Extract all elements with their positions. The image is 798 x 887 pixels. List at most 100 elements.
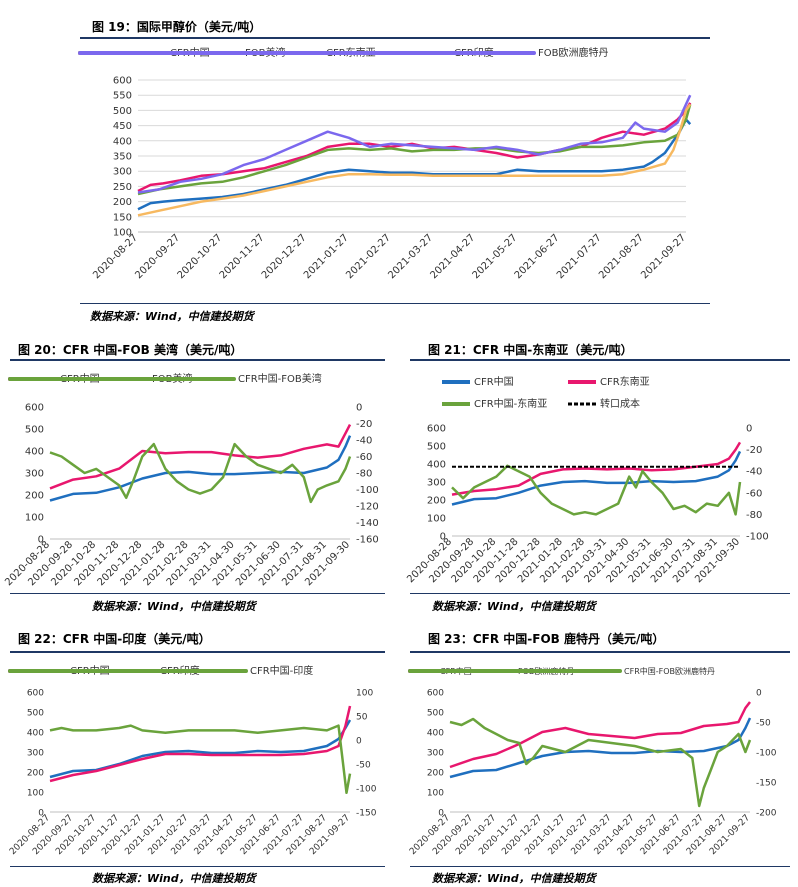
legend-label: CFR中国-FOB欧洲鹿特丹 xyxy=(624,666,715,676)
series-line xyxy=(137,118,692,211)
y-tick-label: 400 xyxy=(427,460,446,471)
y2-tick-label: -100 xyxy=(756,749,777,759)
y-tick-label: 300 xyxy=(27,749,44,759)
chart-21-source: 数据来源：Wind，中信建投期货 xyxy=(432,600,596,613)
y-tick-label: 200 xyxy=(27,769,44,779)
y-tick-label: 350 xyxy=(113,152,132,163)
y-tick-label: 450 xyxy=(113,121,132,132)
y-tick-label: 300 xyxy=(25,469,44,480)
chart-23-bottom-rule xyxy=(410,866,790,867)
chart-22-title: 图 22：CFR 中国-印度（美元/吨） xyxy=(18,632,211,646)
chart-21: 0100200300400500600-100-80-60-40-2002020… xyxy=(405,375,769,585)
chart-20-title: 图 20：CFR 中国-FOB 美湾（美元/吨） xyxy=(18,343,243,357)
y2-tick-label: -80 xyxy=(746,510,762,521)
legend-label: FOB欧洲鹿特丹 xyxy=(538,46,608,59)
y-tick-label: 300 xyxy=(427,749,444,759)
y-tick-label: 400 xyxy=(113,136,132,147)
series-line xyxy=(451,464,742,516)
series-line xyxy=(137,103,692,196)
chart-20-bottom-rule xyxy=(10,593,385,594)
chart-23-source: 数据来源：Wind，中信建投期货 xyxy=(432,872,596,885)
y-tick-label: 0 xyxy=(438,809,444,819)
legend-label: CFR中国 xyxy=(474,375,514,388)
y2-tick-label: -100 xyxy=(746,532,769,543)
series-line xyxy=(49,724,352,795)
legend-label: 转口成本 xyxy=(600,397,640,410)
chart-21-top-rule xyxy=(410,359,790,361)
series-line xyxy=(451,441,742,496)
y-tick-label: 600 xyxy=(113,76,132,87)
y-tick-label: 600 xyxy=(27,689,44,699)
y-tick-label: 100 xyxy=(427,514,446,525)
y-tick-label: 0 xyxy=(38,535,44,546)
y2-tick-label: -60 xyxy=(356,452,372,463)
legend-label: CFR中国-FOB美湾 xyxy=(238,372,322,385)
y2-tick-label: -40 xyxy=(356,436,372,447)
y-tick-label: 100 xyxy=(427,789,444,799)
chart-19-source: 数据来源：Wind，中信建投期货 xyxy=(90,310,254,323)
y-tick-label: 0 xyxy=(38,809,44,819)
chart-19-top-rule xyxy=(80,37,710,39)
y-tick-label: 300 xyxy=(113,167,132,178)
series-line xyxy=(449,717,752,808)
y2-tick-label: 0 xyxy=(356,737,362,747)
y-tick-label: 550 xyxy=(113,91,132,102)
chart-22-top-rule xyxy=(10,651,385,653)
x-tick-label: 2021-09-27 xyxy=(639,232,688,281)
y-tick-label: 200 xyxy=(427,769,444,779)
series-line xyxy=(137,103,692,217)
y2-tick-label: -140 xyxy=(356,518,379,529)
y-tick-label: 150 xyxy=(113,212,132,223)
y2-tick-label: -100 xyxy=(356,785,377,795)
y2-tick-label: -20 xyxy=(356,419,372,430)
y2-tick-label: -40 xyxy=(746,467,762,478)
y-tick-label: 200 xyxy=(113,197,132,208)
chart-19: 1001502002503003504004505005506002020-08… xyxy=(78,46,692,281)
y2-tick-label: 0 xyxy=(746,424,752,435)
series-line xyxy=(449,717,752,779)
y-tick-label: 0 xyxy=(440,532,446,543)
y-tick-label: 100 xyxy=(25,513,44,524)
chart-22: 0100200300400500600-150-100-500501002020… xyxy=(8,664,377,857)
y2-tick-label: -150 xyxy=(356,809,377,819)
y2-tick-label: -60 xyxy=(746,488,762,499)
chart-23-title: 图 23：CFR 中国-FOB 鹿特丹（美元/吨） xyxy=(428,632,665,646)
series-line xyxy=(449,701,751,769)
y2-tick-label: -50 xyxy=(356,761,371,771)
series-line xyxy=(451,450,742,506)
y2-tick-label: -160 xyxy=(356,535,379,546)
y2-tick-label: -80 xyxy=(356,469,372,480)
y-tick-label: 500 xyxy=(427,709,444,719)
y2-tick-label: 0 xyxy=(356,403,362,414)
y-tick-label: 250 xyxy=(113,182,132,193)
legend-label: CFR中国-印度 xyxy=(250,664,313,677)
y-tick-label: 600 xyxy=(427,689,444,699)
y-tick-label: 100 xyxy=(113,228,132,239)
series-line xyxy=(49,424,352,490)
legend-label: CFR东南亚 xyxy=(600,375,650,388)
chart-20: 0 100 200 300 400 500 600 -160 -140 -120 -100 -80 -6… xyxy=(3,372,379,588)
y2-tick-label: 100 xyxy=(356,689,373,699)
y-tick-label: 500 xyxy=(25,425,44,436)
y-tick-label: 600 xyxy=(25,403,44,414)
y2-tick-label: -50 xyxy=(756,719,771,729)
chart-23: 0100200300400500600-200-150-100-5002020-… xyxy=(408,666,777,857)
chart-20-top-rule xyxy=(10,359,385,361)
y2-tick-label: -120 xyxy=(356,502,379,513)
y2-tick-label: 50 xyxy=(356,713,368,723)
y2-tick-label: -200 xyxy=(756,809,777,819)
y2-tick-label: -20 xyxy=(746,445,762,456)
chart-22-bottom-rule xyxy=(10,866,385,867)
series-line xyxy=(49,442,352,504)
y-tick-label: 600 xyxy=(427,424,446,435)
y-tick-label: 400 xyxy=(27,729,44,739)
y-tick-label: 400 xyxy=(25,447,44,458)
y-tick-label: 500 xyxy=(27,709,44,719)
y-tick-label: 200 xyxy=(25,491,44,502)
chart-21-title: 图 21：CFR 中国-东南亚（美元/吨） xyxy=(428,343,633,357)
y-tick-label: 100 xyxy=(27,789,44,799)
y-tick-label: 400 xyxy=(427,729,444,739)
y-tick-label: 300 xyxy=(427,478,446,489)
chart-19-bottom-rule xyxy=(80,303,710,304)
chart-21-bottom-rule xyxy=(410,593,790,594)
